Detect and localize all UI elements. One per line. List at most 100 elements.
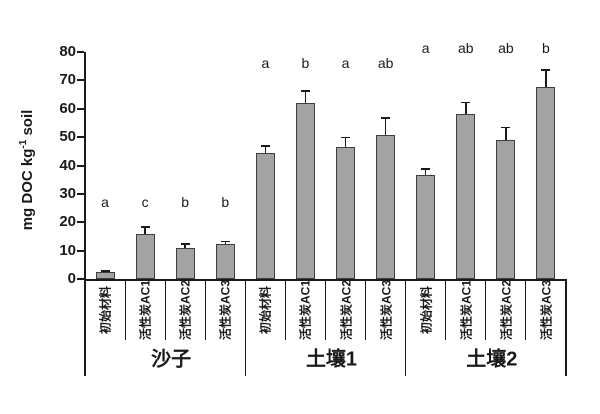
y-tick-mark — [77, 164, 84, 167]
bar — [175, 247, 195, 279]
y-tick-label: 80 — [59, 43, 76, 60]
error-bar-cap — [461, 101, 471, 103]
category-separator — [124, 281, 126, 340]
error-bar-cap — [140, 226, 150, 228]
bar — [95, 272, 115, 279]
error-bar-line — [264, 146, 267, 154]
y-axis-title-superscript: -1 — [18, 139, 29, 149]
category-label: 活性炭AC1 — [459, 279, 474, 341]
y-tick-mark — [77, 79, 84, 82]
group-separator — [565, 281, 567, 376]
category-label: 活性炭AC3 — [379, 279, 394, 341]
error-bar-cap — [180, 243, 190, 245]
category-label: 活性炭AC3 — [218, 279, 233, 341]
error-bar-cap — [300, 90, 310, 92]
y-tick-label: 30 — [59, 184, 76, 202]
significance-letter: ab — [498, 39, 514, 56]
bar — [215, 244, 235, 279]
category-label: 初始材料 — [98, 285, 113, 335]
x-axis-line — [83, 279, 567, 281]
error-bar-line — [424, 169, 427, 176]
error-bar-line — [184, 244, 186, 248]
y-axis-title-unit: soil — [19, 109, 36, 140]
y-tick-label: 40 — [59, 156, 76, 174]
category-label: 活性炭AC1 — [138, 279, 153, 341]
category-separator — [365, 281, 367, 340]
category-separator — [284, 281, 286, 340]
bar — [376, 135, 396, 279]
error-bar-cap — [341, 136, 351, 139]
category-separator — [485, 281, 487, 340]
significance-letter: a — [101, 194, 109, 211]
bar — [295, 103, 315, 279]
y-tick-mark — [77, 51, 84, 53]
category-label: 活性炭AC3 — [539, 279, 554, 341]
category-label: 初始材料 — [258, 285, 273, 335]
error-bar-line — [304, 91, 307, 104]
error-bar-line — [545, 70, 547, 88]
error-bar-cap — [100, 270, 110, 272]
significance-letter: a — [421, 39, 430, 56]
error-bar-cap — [541, 69, 551, 71]
significance-letter: b — [542, 39, 550, 56]
group-separator — [244, 281, 247, 376]
bar — [336, 147, 356, 279]
group-label: 沙子 — [151, 348, 192, 371]
category-label: 初始材料 — [419, 285, 434, 335]
y-axis-title-text: mg DOC kg — [19, 148, 36, 231]
bar — [255, 153, 275, 279]
group-label: 土壤1 — [305, 348, 358, 371]
significance-letter: b — [181, 194, 190, 211]
bar — [135, 233, 155, 279]
error-bar-cap — [220, 240, 230, 243]
error-bar-line — [224, 241, 227, 245]
error-bar-cap — [421, 168, 431, 170]
significance-letter: b — [221, 194, 230, 211]
category-label: 活性炭AC2 — [178, 279, 193, 341]
error-bar-line — [465, 102, 467, 115]
significance-letter: ab — [457, 39, 474, 56]
error-bar-line — [505, 127, 507, 140]
bar — [496, 139, 516, 279]
error-bar-line — [144, 227, 146, 234]
category-separator — [525, 281, 527, 340]
y-tick-mark — [77, 221, 84, 224]
error-bar-cap — [501, 126, 511, 129]
error-bar-cap — [260, 145, 270, 147]
significance-letter: a — [341, 55, 350, 72]
y-axis-line — [83, 52, 86, 376]
y-tick-mark — [77, 136, 84, 139]
y-tick-mark — [77, 249, 84, 252]
category-label: 活性炭AC1 — [298, 279, 313, 341]
y-tick-mark — [77, 107, 84, 110]
category-separator — [164, 281, 166, 340]
y-tick-label: 70 — [59, 71, 76, 89]
y-tick-label: 0 — [67, 270, 76, 287]
category-label: 活性炭AC2 — [339, 279, 354, 341]
y-axis-title: mg DOC kg-1 soil — [18, 110, 36, 231]
bar — [536, 87, 556, 279]
category-separator — [325, 281, 326, 340]
y-tick-mark — [77, 278, 84, 280]
y-tick-label: 50 — [59, 128, 76, 146]
error-bar-line — [344, 137, 347, 148]
group-label: 土壤2 — [466, 348, 518, 371]
significance-letter: a — [261, 55, 270, 72]
y-tick-mark — [77, 192, 84, 195]
error-bar-cap — [381, 117, 391, 119]
bar — [456, 114, 476, 279]
significance-letter: b — [301, 55, 310, 72]
bar — [416, 175, 436, 279]
error-bar-line — [104, 271, 106, 273]
category-separator — [445, 281, 447, 340]
y-tick-label: 60 — [59, 99, 76, 117]
significance-letter: c — [141, 194, 149, 211]
y-tick-label: 20 — [59, 213, 76, 231]
significance-letter: ab — [377, 55, 394, 72]
group-separator — [404, 281, 407, 376]
y-tick-label: 10 — [59, 241, 76, 259]
error-bar-line — [384, 118, 387, 136]
category-separator — [204, 281, 206, 340]
category-label: 活性炭AC2 — [499, 279, 514, 341]
